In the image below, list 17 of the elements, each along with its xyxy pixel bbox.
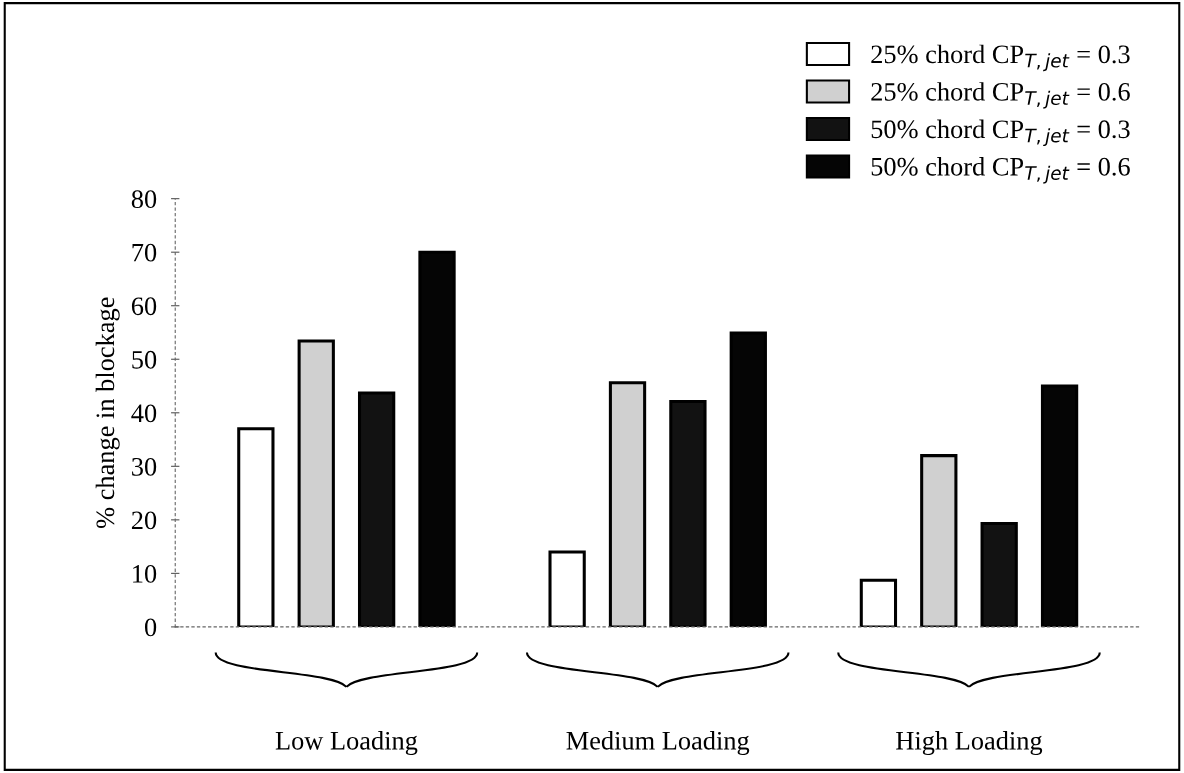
legend-label: 25% chord CP$_{T,jet}$ = 0.3 [871,44,1130,72]
x-tick-label: High Loading [896,731,1043,756]
y-tick-label: 80 [131,190,157,209]
y-tick-label: 60 [131,297,157,316]
x-tick-label: Medium Loading [566,731,750,756]
legend-label: 25% chord CP$_{T,jet}$ = 0.6 [871,82,1130,109]
y-tick-label: 0 [144,618,157,637]
x-tick-label: Low Loading [275,731,418,756]
legend-label: 50% chord CP$_{T,jet}$ = 0.3 [871,119,1130,147]
y-tick-label: 40 [131,404,157,423]
y-tick-label: 10 [133,564,157,583]
y-axis-title: % change in blockage [95,297,120,529]
legend-label: 50% chord CP$_{T,jet}$ = 0.6 [871,157,1130,184]
y-tick-label: 50 [132,350,157,369]
y-tick-label: 30 [132,457,157,476]
y-tick-label: 20 [131,511,157,530]
y-tick-label: 70 [132,243,157,262]
